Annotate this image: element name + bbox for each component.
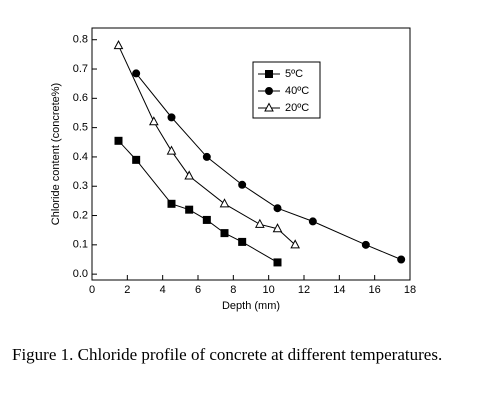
y-tick-label: 0.8 <box>73 34 88 46</box>
y-axis-label: Chloride content (concrete%) <box>50 83 62 225</box>
marker <box>167 113 176 122</box>
marker <box>185 205 194 214</box>
legend-marker <box>265 70 273 78</box>
marker <box>397 255 406 264</box>
legend-box <box>252 61 321 119</box>
y-tick-label: 0.5 <box>73 122 88 134</box>
legend-marker <box>264 102 274 112</box>
y-tick-label: 0.1 <box>73 239 88 251</box>
marker <box>273 258 282 267</box>
marker <box>238 237 247 246</box>
marker <box>308 217 317 226</box>
legend-label: 40ºC <box>285 85 309 97</box>
y-tick-label: 0.3 <box>73 180 88 192</box>
marker <box>114 136 123 145</box>
marker <box>167 199 176 208</box>
marker <box>132 69 141 78</box>
x-tick-label: 2 <box>124 284 130 296</box>
x-tick-label: 16 <box>369 284 381 296</box>
marker <box>219 198 230 208</box>
y-tick-label: 0.2 <box>73 209 88 221</box>
marker <box>184 170 195 180</box>
marker <box>220 229 229 238</box>
x-tick-label: 8 <box>230 284 236 296</box>
y-tick-label: 0.0 <box>73 268 88 280</box>
marker <box>273 204 282 213</box>
marker <box>113 40 124 50</box>
figure-caption: Figure 1. Chloride profile of concrete a… <box>12 345 443 364</box>
legend-label: 20ºC <box>285 102 309 114</box>
marker <box>148 116 159 126</box>
plot-frame <box>91 27 411 281</box>
chart: Depth (mm) Chloride content (concrete%) … <box>50 27 416 312</box>
x-tick-label: 14 <box>333 284 345 296</box>
x-axis-label: Depth (mm) <box>222 300 280 312</box>
marker <box>202 152 211 161</box>
x-tick-label: 6 <box>195 284 201 296</box>
marker <box>166 145 177 155</box>
series-line <box>135 73 402 260</box>
marker <box>254 218 265 228</box>
marker <box>238 180 247 189</box>
y-tick-label: 0.6 <box>73 92 88 104</box>
legend-label: 5ºC <box>285 68 303 80</box>
marker <box>290 239 300 249</box>
series-line <box>118 45 296 246</box>
x-tick-label: 10 <box>263 284 275 296</box>
legend-marker <box>265 87 273 95</box>
marker <box>132 155 141 164</box>
series-line <box>118 140 278 263</box>
x-tick-label: 18 <box>404 284 416 296</box>
y-tick-label: 0.7 <box>73 63 88 75</box>
x-tick-label: 0 <box>89 284 95 296</box>
y-tick-label: 0.4 <box>73 151 88 163</box>
marker <box>202 215 211 224</box>
x-tick-label: 12 <box>298 284 310 296</box>
marker <box>272 223 283 233</box>
marker <box>361 240 370 249</box>
x-tick-label: 4 <box>160 284 166 296</box>
